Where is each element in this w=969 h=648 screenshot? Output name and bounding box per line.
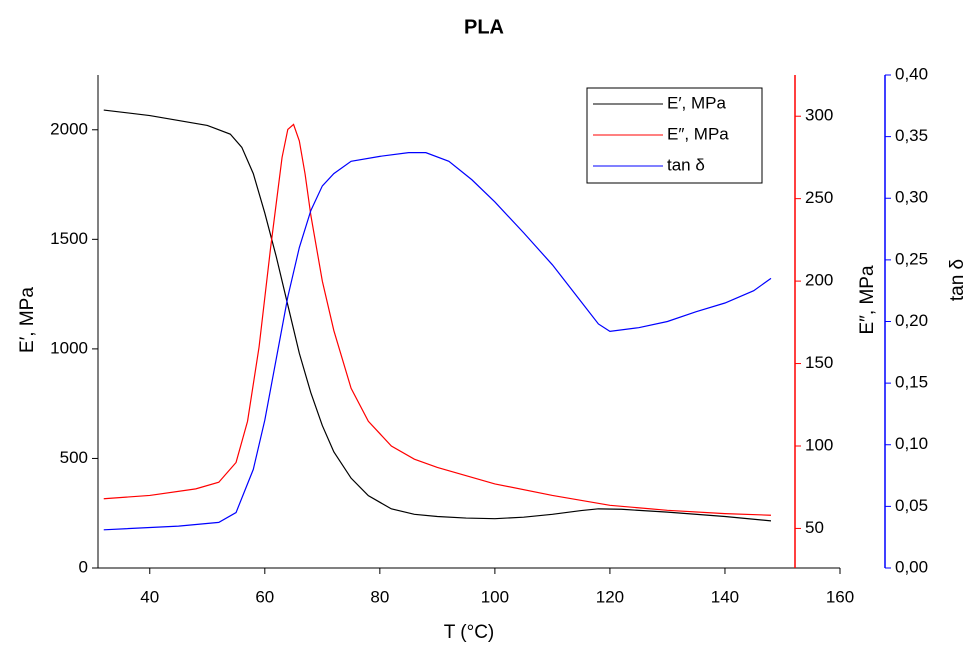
- y3-tick-label: 0,15: [895, 373, 928, 392]
- y2-axis-label: E″, MPa: [857, 265, 878, 334]
- y3-tick-label: 0,25: [895, 249, 928, 268]
- x-tick-label: 140: [711, 587, 739, 606]
- x-tick-label: 40: [140, 587, 159, 606]
- y3-tick-label: 0,30: [895, 188, 928, 207]
- y3-tick-label: 0,10: [895, 434, 928, 453]
- x-tick-label: 160: [826, 587, 854, 606]
- x-tick-label: 100: [481, 587, 509, 606]
- y3-tick-label: 0,05: [895, 496, 928, 515]
- x-tick-label: 80: [370, 587, 389, 606]
- chart-title: PLA: [464, 16, 504, 38]
- y-axis-label: E′, MPa: [17, 287, 38, 353]
- y3-tick-label: 0,00: [895, 557, 928, 576]
- y-tick-label: 1000: [50, 338, 88, 357]
- y-tick-label: 0: [79, 557, 88, 576]
- data-line: [103, 123, 772, 516]
- legend-label: tan δ: [667, 155, 705, 174]
- x-axis-label: T (°C): [444, 622, 495, 643]
- y3-tick-label: 0,40: [895, 64, 928, 83]
- y3-tick-label: 0,20: [895, 311, 928, 330]
- data-line: [103, 109, 772, 522]
- data-line: [103, 152, 772, 531]
- y-tick-label: 1500: [50, 229, 88, 248]
- y2-tick-label: 50: [805, 518, 824, 537]
- y2-tick-label: 200: [805, 271, 833, 290]
- y2-tick-label: 100: [805, 435, 833, 454]
- y3-tick-label: 0,35: [895, 126, 928, 145]
- x-tick-label: 60: [255, 587, 274, 606]
- y2-tick-label: 150: [805, 353, 833, 372]
- y2-tick-label: 250: [805, 188, 833, 207]
- legend-label: E″, MPa: [667, 124, 729, 143]
- y-tick-label: 500: [60, 448, 88, 467]
- legend-label: E′, MPa: [667, 93, 726, 112]
- x-tick-label: 120: [596, 587, 624, 606]
- y-tick-label: 2000: [50, 119, 88, 138]
- y2-tick-label: 300: [805, 106, 833, 125]
- y3-axis-label: tan δ: [947, 259, 968, 301]
